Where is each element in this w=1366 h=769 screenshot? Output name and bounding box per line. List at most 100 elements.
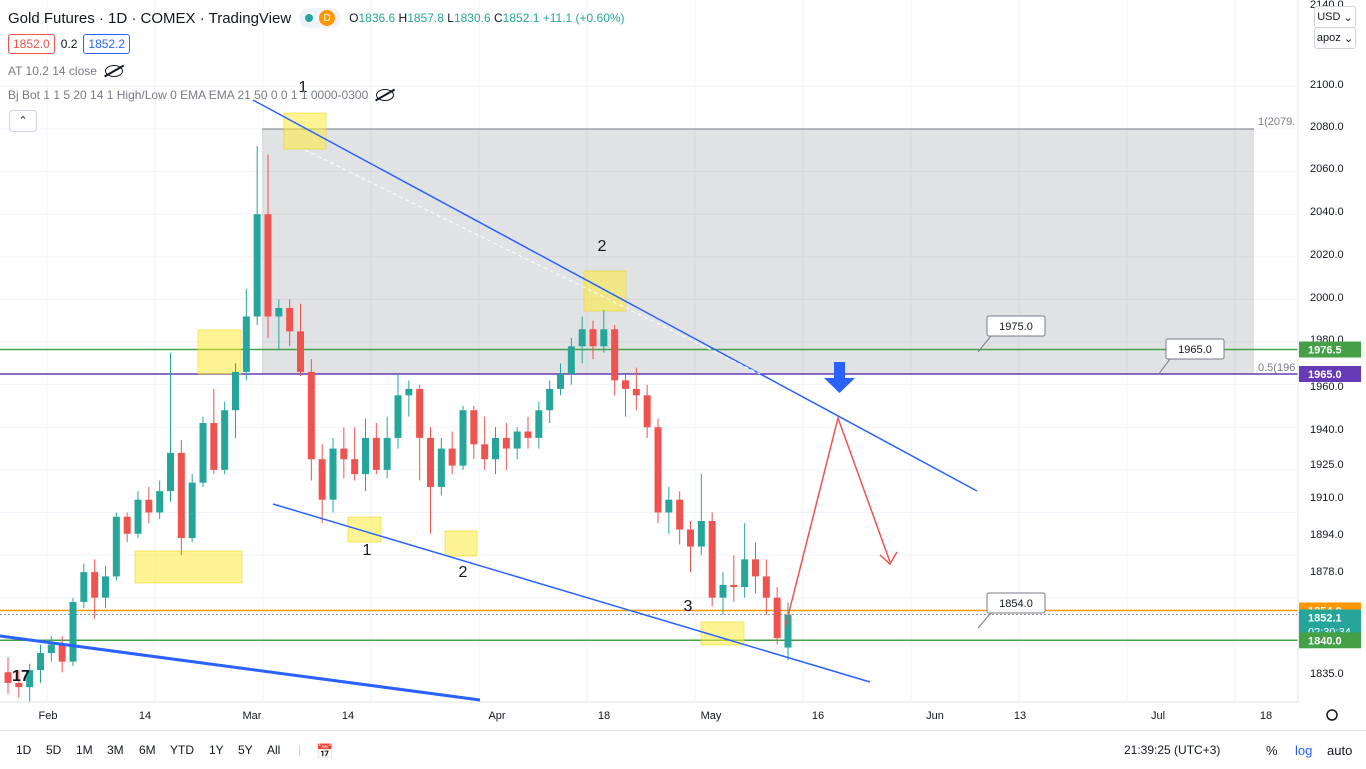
candle-body — [112, 516, 120, 577]
candle-body — [557, 374, 564, 389]
range-6m[interactable]: 6M — [139, 743, 156, 757]
bid-ask-row: 1852.0 0.2 1852.2 — [8, 34, 131, 54]
time-tick: Jul — [1151, 710, 1165, 722]
range-5d[interactable]: 5D — [46, 743, 62, 757]
highlight-box — [444, 530, 478, 557]
buy-price[interactable]: 1852.2 — [83, 34, 131, 54]
callout-text: 1965.0 — [1178, 344, 1212, 356]
price-tick: 1835.0 — [1310, 668, 1344, 680]
candle-body — [199, 423, 207, 483]
candle-body — [4, 672, 12, 683]
collapse-indicators-button[interactable]: ⌃ — [9, 110, 37, 132]
price-label — [1299, 341, 1361, 358]
range-5y[interactable]: 5Y — [238, 743, 253, 757]
sell-price[interactable]: 1852.0 — [8, 34, 55, 54]
candle-body — [102, 576, 109, 598]
candle-body — [427, 437, 434, 487]
symbol-title[interactable]: Gold Futures · 1D · COMEX · TradingView — [8, 9, 292, 27]
long-trendline — [0, 634, 481, 702]
market-status[interactable]: D — [299, 8, 342, 28]
candle-body — [145, 499, 153, 513]
candle-body — [513, 431, 521, 449]
projection-path — [784, 415, 891, 629]
tradingview-logo: 17 — [12, 668, 30, 685]
range-1m[interactable]: 1M — [76, 743, 93, 757]
hidden-eye-icon[interactable] — [376, 89, 395, 101]
candle-body — [307, 371, 315, 460]
candle-body — [730, 584, 738, 588]
price-tick: 2100.0 — [1310, 79, 1344, 91]
upper-trendline — [252, 99, 978, 492]
candle-body — [741, 559, 749, 588]
range-1y[interactable]: 1Y — [209, 743, 224, 757]
range-ytd[interactable]: YTD — [170, 743, 194, 757]
candle-body — [340, 448, 348, 460]
candle-body — [242, 316, 250, 372]
wave-label: 2 — [459, 564, 468, 581]
projection-arrowhead — [879, 551, 898, 566]
price-label — [1299, 632, 1361, 649]
candle-body — [762, 576, 770, 598]
price-tick: 1960.0 — [1310, 381, 1344, 393]
candle-body — [459, 410, 467, 466]
indicator-bjbot-label: Bj Bot 1 1 5 20 14 1 High/Low 0 EMA EMA … — [8, 88, 369, 102]
low-value: 1830.6 — [453, 11, 491, 25]
candle-body — [318, 459, 326, 500]
callout-box — [986, 592, 1046, 614]
range-1d[interactable]: 1D — [16, 743, 32, 757]
candle-body — [492, 437, 499, 460]
candle-body — [784, 614, 792, 648]
callout-pointer — [977, 612, 992, 629]
auto-toggle[interactable]: auto — [1327, 743, 1353, 758]
price-tick: 2080.0 — [1310, 121, 1344, 133]
candle-body — [719, 584, 727, 598]
currency-select[interactable]: USD ⌄ — [1314, 6, 1356, 28]
price-tick: 2020.0 — [1310, 249, 1344, 261]
candle-body — [687, 529, 694, 547]
range-all[interactable]: All — [267, 743, 281, 757]
candle-body — [329, 448, 337, 500]
candle-body — [708, 521, 716, 598]
date-range-icon[interactable]: 📅 — [316, 743, 334, 759]
log-toggle[interactable]: log — [1295, 743, 1313, 758]
unit-select[interactable]: apoz ⌄ — [1314, 27, 1356, 49]
indicator-at[interactable]: AT 10.2 14 close — [8, 64, 123, 78]
clock-readout[interactable]: 21:39:25 (UTC+3) — [1124, 743, 1221, 757]
chart-header: Gold Futures · 1D · COMEX · TradingView … — [8, 8, 625, 28]
candle-body — [264, 214, 272, 317]
candle-body — [394, 395, 402, 438]
fib-zone — [262, 129, 1254, 374]
candle-body — [524, 431, 532, 438]
chart-canvas[interactable]: 1 2 1 2 3 1975.0 1965.0 1854.0 1(2079. 0.5(196 214… — [0, 0, 1366, 730]
indicator-bjbot[interactable]: Bj Bot 1 1 5 20 14 1 High/Low 0 EMA EMA … — [8, 88, 395, 102]
candle-body — [416, 388, 424, 438]
candle-body — [26, 670, 34, 688]
percent-toggle[interactable]: % — [1266, 743, 1278, 758]
candle-body — [481, 444, 489, 460]
callout-text: 1854.0 — [999, 598, 1033, 610]
candle-body — [632, 388, 640, 396]
candle-body — [221, 410, 229, 470]
time-axis-bg — [0, 702, 1366, 730]
candle-body — [448, 448, 456, 466]
candle-body — [134, 499, 142, 534]
price-tick: 2000.0 — [1310, 292, 1344, 304]
settings-gear-icon — [1326, 709, 1338, 721]
time-tick: Jun — [926, 710, 944, 722]
candle-body — [351, 459, 359, 475]
price-label — [1299, 366, 1361, 382]
candle-body — [47, 644, 55, 654]
hidden-eye-icon[interactable] — [104, 65, 123, 77]
highlight-box — [197, 329, 242, 375]
wave-label: 1 — [363, 542, 372, 559]
range-3m[interactable]: 3M — [107, 743, 124, 757]
candle-body — [578, 329, 586, 347]
market-open-dot — [305, 14, 314, 22]
close-value: 1852.1 — [502, 11, 540, 25]
bottom-toolbar: 1D 5D 1M 3M 6M YTD 1Y 5Y All | 📅 21:39:2… — [0, 730, 1366, 769]
candle-body — [470, 410, 478, 445]
callout-pointer — [977, 335, 992, 353]
indicator-at-label: AT 10.2 14 close — [8, 64, 97, 78]
candle-body — [437, 448, 445, 487]
callout-box — [1165, 338, 1225, 360]
